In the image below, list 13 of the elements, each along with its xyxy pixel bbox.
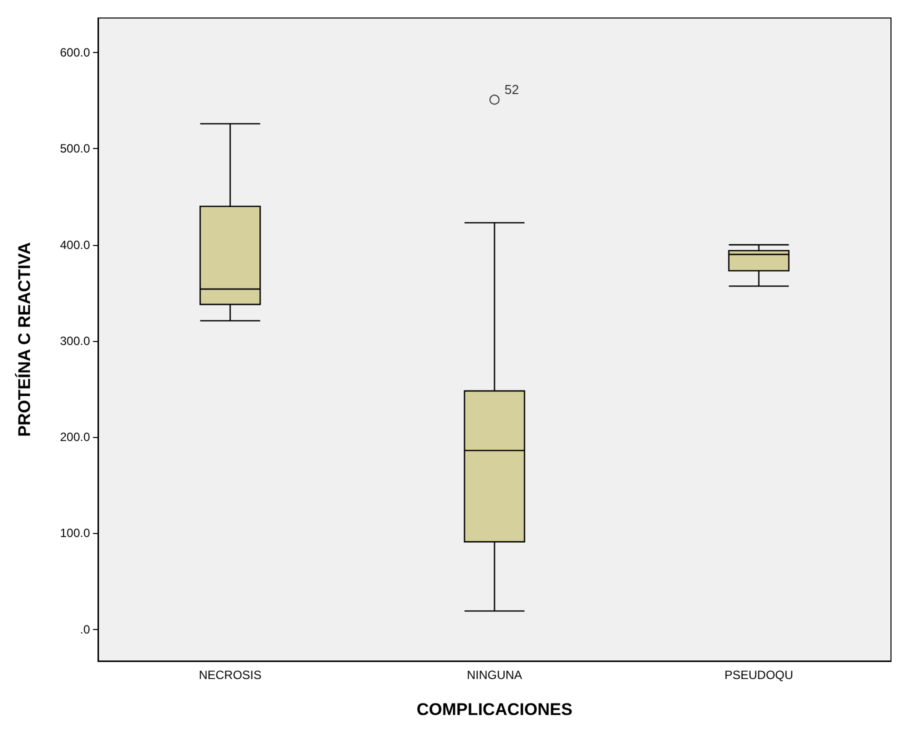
y-axis-title: PROTEÍNA C REACTIVA [14,242,34,437]
x-tick-label: NINGUNA [466,668,522,682]
annotation: 52 [504,82,519,98]
x-tick-label: PSEUDOQU [724,668,794,682]
y-tick-label: .0 [80,622,90,636]
y-tick-label: 200.0 [60,430,90,444]
y-tick-label: 500.0 [60,142,90,156]
x-axis-title: COMPLICACIONES [416,700,572,719]
y-tick-label: 100.0 [60,526,90,540]
y-tick-label: 300.0 [60,334,90,348]
y-tick-label: 400.0 [60,238,90,252]
x-tick-label: NECROSIS [198,668,262,682]
y-tick-label: 600.0 [60,46,90,60]
